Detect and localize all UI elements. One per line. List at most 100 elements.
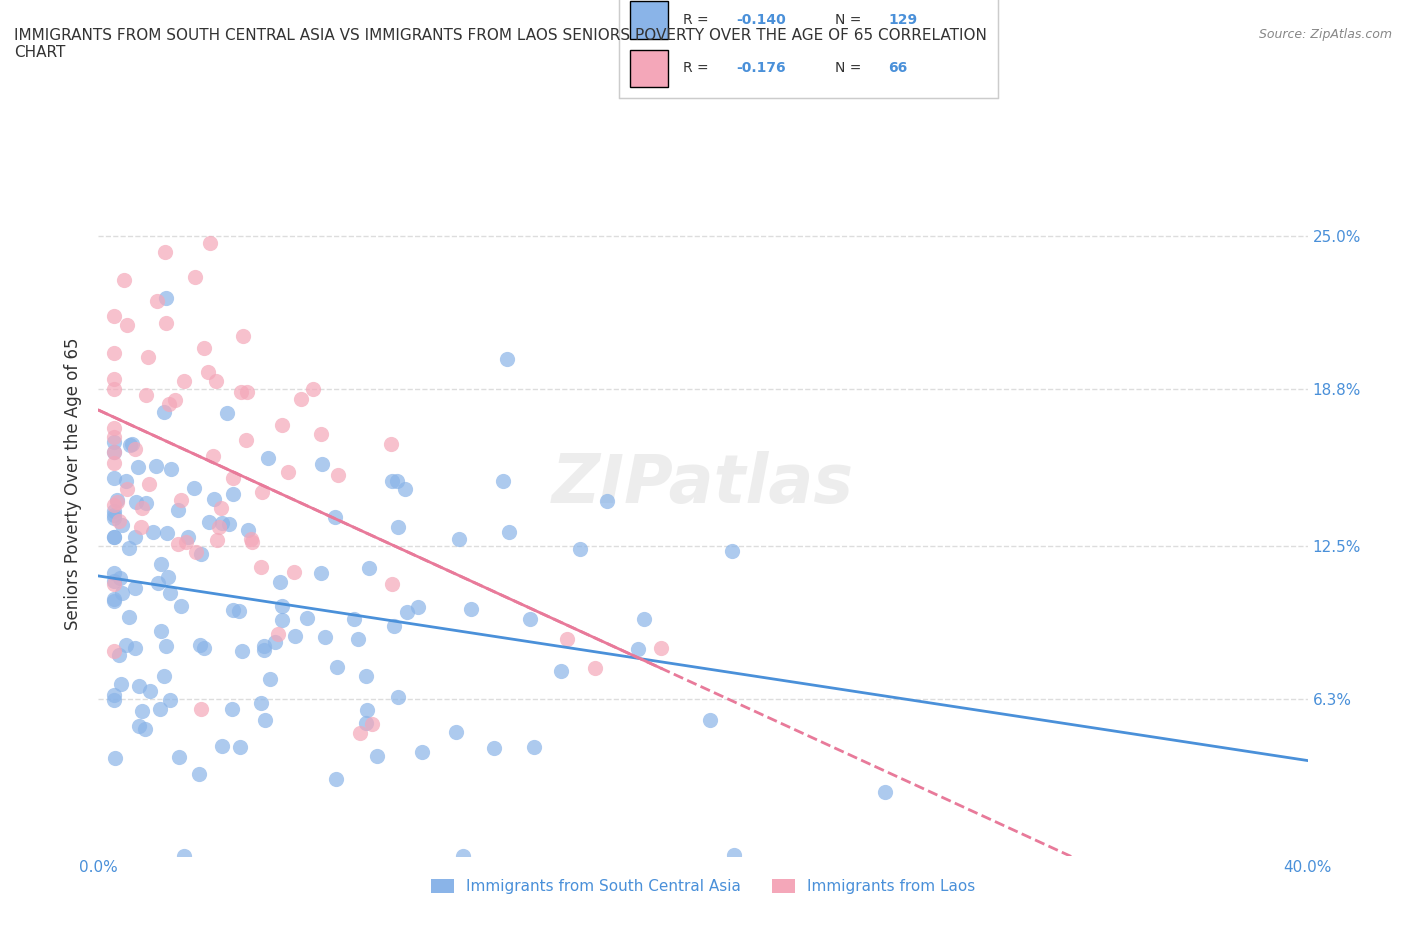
Point — [408, 599, 430, 614]
Point — [103, 577, 125, 591]
Point — [167, 750, 190, 764]
Point — [145, 458, 167, 473]
Point — [165, 392, 187, 407]
Point — [723, 847, 745, 862]
Point — [492, 473, 515, 488]
Point — [449, 531, 471, 546]
Point — [209, 500, 232, 515]
Point — [155, 315, 177, 330]
Point — [231, 644, 253, 659]
Point — [103, 430, 125, 445]
Point — [257, 450, 280, 465]
Point — [103, 456, 125, 471]
Point — [124, 442, 146, 457]
Point — [271, 599, 294, 614]
Point — [174, 535, 197, 550]
Point — [633, 612, 655, 627]
Point — [311, 457, 333, 472]
Point — [115, 482, 138, 497]
Point — [394, 482, 416, 497]
Point — [118, 540, 141, 555]
Point — [103, 565, 125, 580]
Point — [198, 515, 221, 530]
Point — [240, 535, 263, 550]
Point — [131, 500, 153, 515]
Point — [114, 638, 136, 653]
Point — [103, 371, 125, 386]
Point — [235, 432, 257, 447]
Point — [411, 745, 433, 760]
Point — [309, 426, 332, 441]
Point — [124, 580, 146, 595]
Point — [150, 557, 173, 572]
Point — [103, 498, 125, 512]
Point — [627, 641, 650, 656]
Point — [381, 473, 404, 488]
Point — [222, 471, 245, 485]
Point — [135, 388, 157, 403]
Point — [160, 461, 183, 476]
Point — [323, 510, 346, 525]
Point — [118, 610, 141, 625]
Point — [460, 602, 482, 617]
Point — [208, 519, 231, 534]
Point — [354, 669, 377, 684]
Point — [236, 523, 259, 538]
Point — [104, 751, 127, 765]
Point — [347, 631, 370, 646]
Point — [167, 537, 190, 551]
Point — [309, 566, 332, 581]
Text: N =: N = — [835, 60, 866, 74]
Point — [366, 748, 388, 763]
Point — [290, 392, 312, 406]
Point — [103, 445, 125, 459]
Point — [250, 560, 273, 575]
Point — [205, 374, 228, 389]
Point — [103, 503, 125, 518]
Point — [115, 473, 138, 488]
Point — [357, 560, 380, 575]
Point — [325, 772, 347, 787]
Point — [134, 722, 156, 737]
Text: R =: R = — [683, 60, 713, 74]
Point — [127, 459, 149, 474]
Point — [131, 703, 153, 718]
Point — [149, 624, 172, 639]
Point — [444, 724, 467, 739]
Point — [173, 848, 195, 863]
Point — [228, 603, 250, 618]
Point — [153, 405, 176, 419]
Point — [173, 374, 195, 389]
Point — [124, 530, 146, 545]
Point — [326, 468, 349, 483]
Point — [232, 329, 254, 344]
Point — [125, 495, 148, 510]
Point — [202, 492, 225, 507]
Point — [159, 693, 181, 708]
Point — [650, 640, 672, 655]
Point — [356, 702, 378, 717]
Point — [148, 575, 170, 590]
Point — [218, 516, 240, 531]
Point — [239, 531, 262, 546]
Point — [451, 848, 474, 863]
Point — [380, 437, 402, 452]
Point — [115, 317, 138, 332]
Text: IMMIGRANTS FROM SOUTH CENTRAL ASIA VS IMMIGRANTS FROM LAOS SENIORS POVERTY OVER : IMMIGRANTS FROM SOUTH CENTRAL ASIA VS IM… — [14, 28, 987, 60]
Point — [103, 309, 125, 324]
Point — [250, 485, 273, 499]
Point — [121, 436, 143, 451]
Point — [128, 679, 150, 694]
Point — [301, 381, 323, 396]
Point — [103, 511, 125, 525]
Text: -0.176: -0.176 — [737, 60, 786, 74]
Point — [198, 235, 221, 250]
Point — [271, 418, 294, 432]
FancyBboxPatch shape — [630, 2, 668, 39]
Point — [297, 611, 319, 626]
Point — [568, 542, 591, 557]
Point — [193, 641, 215, 656]
Point — [139, 684, 162, 698]
Point — [103, 688, 125, 703]
Point — [873, 785, 896, 800]
